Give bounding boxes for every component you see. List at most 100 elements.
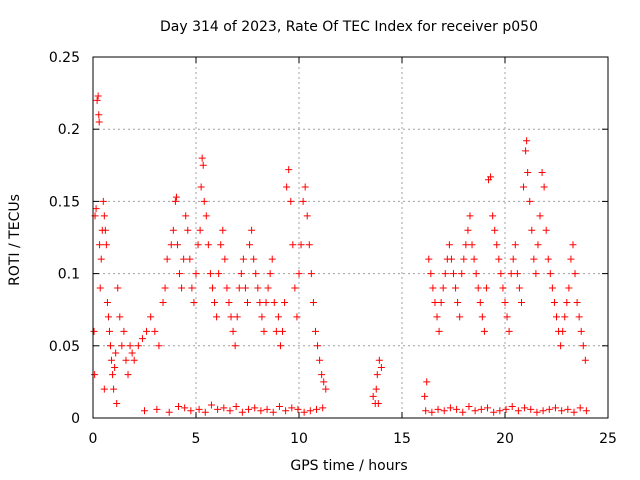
data-point (471, 407, 479, 415)
data-point (579, 342, 587, 350)
data-point (248, 226, 256, 234)
data-point (229, 327, 237, 335)
data-point (539, 407, 547, 415)
data-point (558, 407, 566, 415)
data-point (100, 385, 108, 393)
data-point (276, 342, 284, 350)
data-point (100, 212, 108, 220)
data-point (270, 298, 278, 306)
data-point (181, 404, 189, 412)
data-point (483, 404, 491, 412)
x-tick-label: 0 (89, 431, 98, 447)
data-point (283, 183, 291, 191)
data-point (141, 407, 148, 415)
data-point (95, 118, 103, 126)
data-point (238, 408, 246, 416)
data-point (550, 298, 558, 306)
data-point (316, 356, 324, 364)
data-point (511, 241, 519, 249)
data-point (281, 298, 289, 306)
data-point (507, 270, 515, 278)
data-point (266, 270, 274, 278)
data-point (102, 241, 110, 249)
y-tick-label: 0 (71, 411, 80, 427)
data-point (244, 298, 251, 306)
data-point (285, 166, 293, 174)
data-point (289, 241, 297, 249)
data-point (557, 342, 565, 350)
data-point (90, 327, 98, 335)
data-point (297, 241, 305, 249)
data-point (439, 284, 447, 292)
data-point (214, 405, 222, 413)
data-point (440, 407, 448, 415)
data-point (546, 270, 554, 278)
data-point (559, 327, 567, 335)
data-point (582, 407, 590, 415)
data-point (309, 298, 317, 306)
data-point (526, 197, 534, 205)
data-point (250, 255, 258, 263)
data-point (551, 404, 559, 412)
data-point (545, 405, 553, 413)
data-point (147, 313, 155, 321)
plot-frame (92, 56, 609, 419)
data-point (239, 255, 247, 263)
data-point (509, 255, 517, 263)
axis-ticks: 0 5 10 15 20 25 0 0.05 0.1 0.15 0.2 0.25 (49, 50, 617, 447)
data-point (542, 226, 550, 234)
data-point (571, 270, 579, 278)
data-point (173, 241, 181, 249)
data-point (422, 407, 430, 415)
data-point (269, 408, 277, 416)
data-point (233, 313, 241, 321)
data-point (200, 197, 208, 205)
data-point (109, 371, 117, 379)
data-point (257, 407, 265, 415)
data-point (476, 298, 484, 306)
data-point (569, 241, 577, 249)
data-point (313, 405, 321, 413)
data-point (254, 284, 262, 292)
data-point (226, 407, 234, 415)
data-point (264, 284, 272, 292)
data-point (515, 284, 523, 292)
y-tick-label: 0.25 (49, 50, 80, 66)
data-point (188, 284, 196, 292)
data-point (581, 356, 589, 364)
data-point (263, 405, 271, 413)
data-point (577, 327, 585, 335)
data-point (377, 363, 385, 371)
data-point (223, 284, 231, 292)
data-point (421, 392, 429, 400)
data-point (576, 404, 584, 412)
data-point (499, 284, 507, 292)
data-point (95, 111, 103, 119)
data-point (235, 284, 243, 292)
data-point (465, 402, 473, 410)
data-point (497, 270, 505, 278)
data-point (437, 298, 445, 306)
data-point (521, 404, 529, 412)
data-point (213, 313, 221, 321)
data-point (196, 226, 204, 234)
data-point (219, 226, 227, 234)
data-point (111, 363, 119, 371)
data-point (320, 378, 328, 386)
data-point (178, 284, 186, 292)
data-point (431, 298, 439, 306)
data-point (268, 255, 276, 263)
y-axis-label: ROTI / TECUs (7, 194, 23, 286)
data-point (93, 96, 101, 104)
data-point (126, 342, 134, 350)
data-point (472, 270, 480, 278)
data-point (120, 327, 128, 335)
data-point (161, 284, 169, 292)
data-point (514, 407, 522, 415)
data-point (567, 255, 575, 263)
data-point (565, 284, 573, 292)
data-point (522, 147, 530, 155)
data-point (118, 342, 126, 350)
data-point (322, 385, 330, 393)
